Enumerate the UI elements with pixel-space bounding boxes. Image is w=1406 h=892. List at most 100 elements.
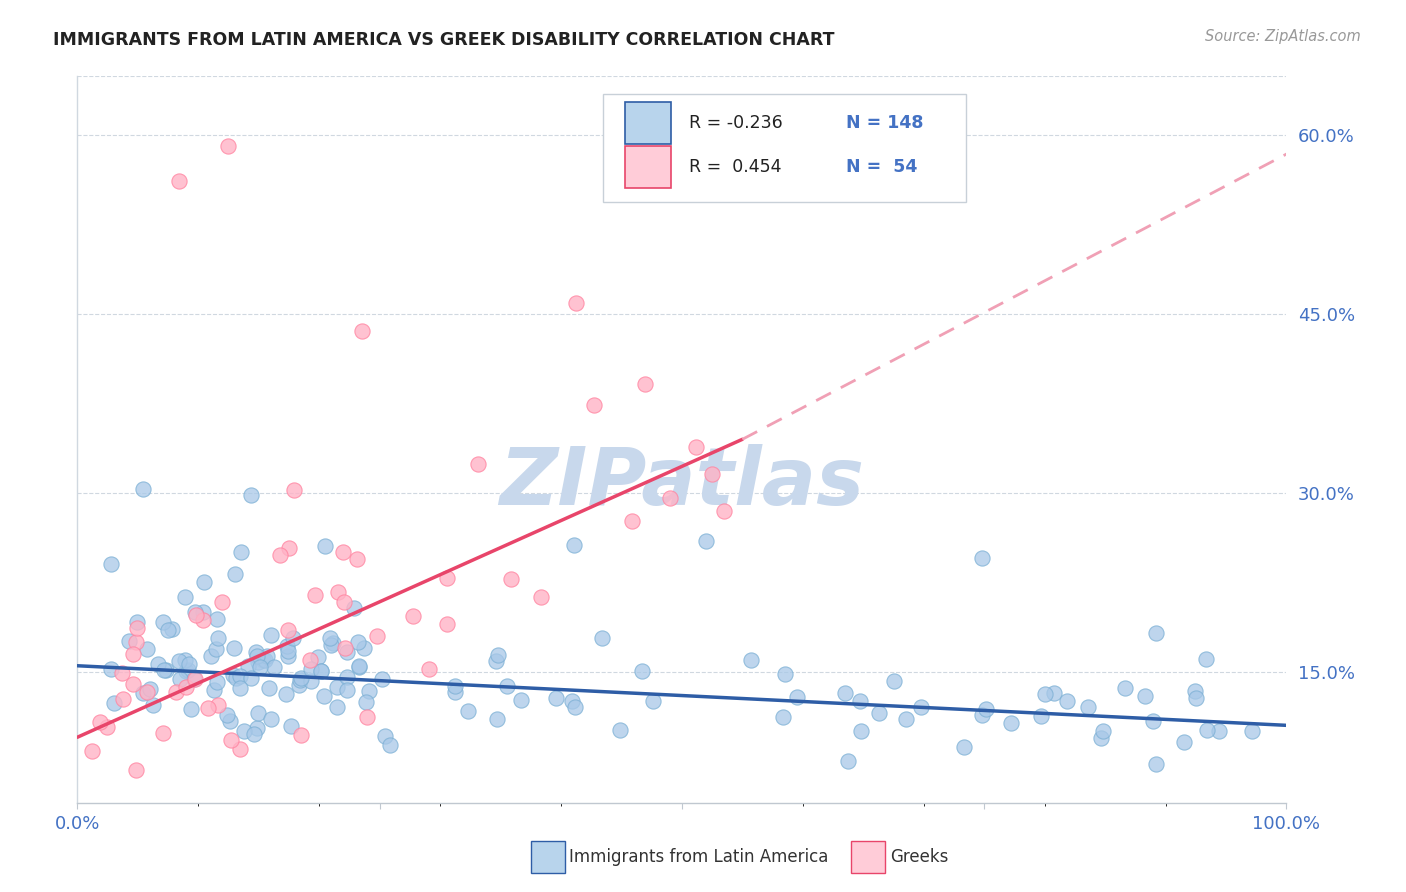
Point bbox=[1090, 731, 1112, 745]
Point bbox=[418, 662, 440, 676]
Point bbox=[122, 677, 145, 691]
Point bbox=[356, 710, 378, 724]
Point bbox=[136, 684, 159, 698]
Point bbox=[373, 729, 395, 743]
Point bbox=[308, 650, 330, 665]
Point bbox=[299, 653, 322, 667]
Point bbox=[591, 631, 613, 645]
Point bbox=[347, 660, 370, 674]
Point bbox=[142, 698, 165, 713]
Point bbox=[561, 694, 583, 708]
Point bbox=[436, 616, 458, 631]
Point bbox=[204, 642, 226, 657]
Point bbox=[436, 571, 458, 585]
Point bbox=[246, 655, 269, 669]
Point bbox=[582, 398, 605, 412]
Point bbox=[153, 664, 176, 678]
Point bbox=[233, 723, 256, 738]
Point bbox=[326, 680, 349, 694]
Point bbox=[254, 653, 277, 667]
Point bbox=[740, 653, 762, 667]
FancyBboxPatch shape bbox=[626, 145, 671, 188]
Point bbox=[713, 503, 735, 517]
Point bbox=[125, 635, 148, 649]
Point bbox=[278, 541, 301, 556]
Point bbox=[332, 545, 354, 559]
Point bbox=[485, 712, 508, 726]
Point bbox=[176, 665, 198, 679]
Text: N = 148: N = 148 bbox=[846, 114, 924, 132]
Point bbox=[280, 719, 302, 733]
Point bbox=[184, 605, 207, 619]
Point bbox=[256, 648, 278, 663]
Point bbox=[444, 679, 467, 693]
Point bbox=[851, 724, 873, 739]
Point bbox=[326, 700, 349, 714]
Point bbox=[197, 700, 219, 714]
FancyBboxPatch shape bbox=[531, 841, 565, 873]
Point bbox=[240, 488, 263, 502]
Point bbox=[127, 615, 149, 630]
Point bbox=[132, 482, 155, 496]
Point bbox=[510, 693, 533, 707]
Point bbox=[136, 642, 159, 657]
Point bbox=[211, 595, 233, 609]
Point bbox=[350, 324, 373, 338]
Point bbox=[290, 671, 312, 685]
Point bbox=[173, 653, 195, 667]
Point bbox=[229, 681, 252, 695]
Point bbox=[205, 612, 228, 626]
Point bbox=[222, 640, 245, 655]
Point bbox=[152, 726, 174, 740]
Point bbox=[378, 739, 401, 753]
Point bbox=[467, 457, 489, 471]
Point bbox=[217, 139, 239, 153]
Point bbox=[290, 728, 312, 742]
Point bbox=[276, 639, 298, 653]
Text: IMMIGRANTS FROM LATIN AMERICA VS GREEK DISABILITY CORRELATION CHART: IMMIGRANTS FROM LATIN AMERICA VS GREEK D… bbox=[53, 31, 835, 49]
Point bbox=[834, 686, 856, 700]
Point bbox=[1173, 734, 1195, 748]
Point bbox=[184, 672, 207, 686]
Point bbox=[277, 643, 299, 657]
Point bbox=[277, 623, 299, 637]
Point bbox=[321, 638, 343, 652]
Point bbox=[218, 714, 240, 728]
Point bbox=[162, 622, 184, 636]
Point bbox=[347, 658, 370, 673]
Point bbox=[970, 550, 993, 565]
Point bbox=[139, 681, 162, 696]
Point bbox=[288, 678, 311, 692]
Point bbox=[236, 659, 259, 673]
Point bbox=[222, 667, 245, 681]
Point bbox=[309, 665, 332, 679]
Point bbox=[562, 538, 585, 552]
Point bbox=[207, 631, 229, 645]
Point bbox=[169, 672, 191, 686]
Point bbox=[207, 674, 229, 689]
Point bbox=[1077, 699, 1099, 714]
FancyBboxPatch shape bbox=[603, 94, 966, 202]
Point bbox=[200, 649, 222, 664]
Point bbox=[443, 684, 465, 698]
Point bbox=[299, 662, 322, 676]
Point bbox=[1056, 694, 1078, 708]
Point bbox=[868, 706, 890, 721]
Point bbox=[685, 441, 707, 455]
Point bbox=[167, 174, 190, 188]
Point bbox=[191, 605, 214, 619]
Point bbox=[347, 634, 370, 648]
Point bbox=[228, 742, 250, 756]
Point bbox=[974, 702, 997, 716]
Point bbox=[953, 740, 976, 755]
Point bbox=[883, 673, 905, 688]
Point bbox=[695, 534, 717, 549]
Point bbox=[148, 657, 170, 672]
Point bbox=[1000, 716, 1022, 731]
FancyBboxPatch shape bbox=[626, 102, 671, 145]
Text: Immigrants from Latin America: Immigrants from Latin America bbox=[569, 848, 828, 866]
Point bbox=[184, 607, 207, 622]
Point bbox=[333, 640, 356, 655]
Point bbox=[486, 648, 509, 662]
Point bbox=[773, 666, 796, 681]
